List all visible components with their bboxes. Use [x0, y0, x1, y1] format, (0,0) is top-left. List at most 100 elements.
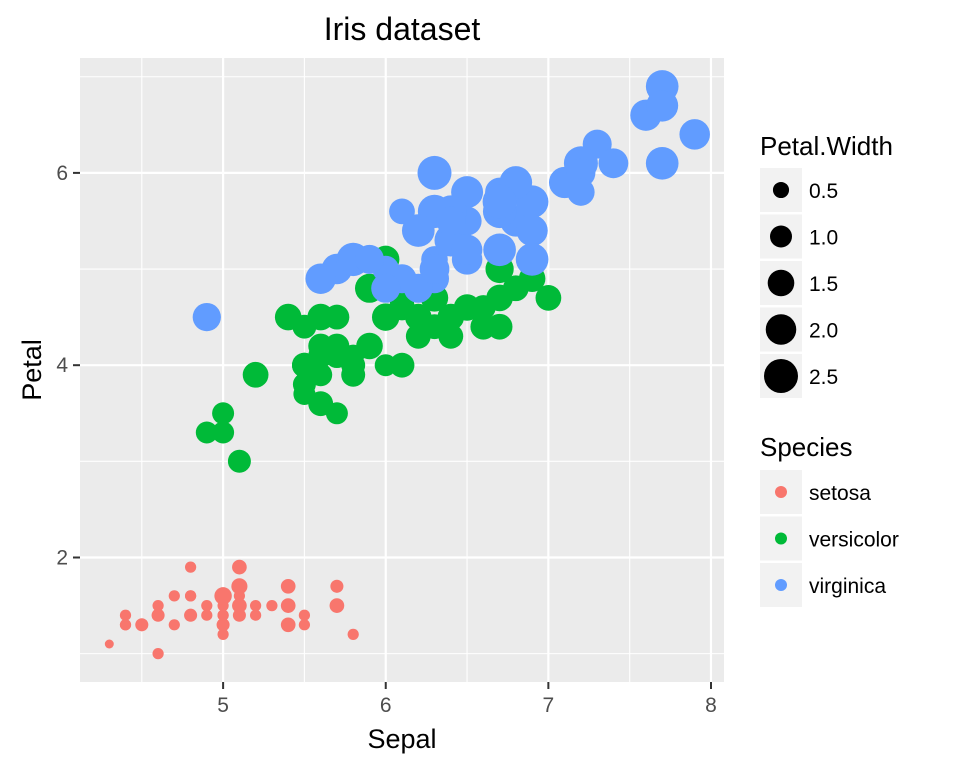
size-legend-label: 0.5: [809, 180, 838, 203]
data-point-virginica: [483, 233, 516, 267]
color-legend: Species setosa versicolor virginica: [760, 432, 899, 607]
size-legend-keys: 0.5 1.0 1.5 2.0 2.5: [760, 168, 838, 398]
data-point-setosa: [280, 617, 296, 633]
data-point-versicolor: [389, 294, 415, 321]
x-tick-label: 8: [705, 694, 717, 717]
data-point-setosa: [119, 619, 132, 631]
data-point-setosa: [184, 561, 197, 573]
data-point-versicolor: [325, 402, 348, 425]
data-point-virginica: [371, 273, 401, 303]
data-point-virginica: [645, 146, 679, 180]
data-point-versicolor: [470, 313, 497, 340]
data-point-setosa: [298, 619, 311, 631]
data-point-setosa: [251, 601, 261, 611]
data-point-virginica: [567, 178, 595, 206]
data-point-setosa: [233, 590, 246, 602]
data-point-versicolor: [195, 421, 218, 444]
data-point-versicolor: [292, 314, 317, 339]
data-point-setosa: [168, 619, 180, 631]
data-point-versicolor: [212, 421, 235, 444]
data-point-setosa: [347, 628, 359, 641]
color-legend-dot: [775, 579, 787, 591]
size-legend-dot: [765, 314, 797, 345]
size-legend-dot: [770, 225, 792, 248]
data-point-setosa: [119, 609, 132, 621]
y-axis: 2 4 6: [56, 162, 80, 569]
size-legend-label: 2.5: [809, 366, 838, 389]
size-legend-dot: [764, 359, 798, 393]
color-legend-dot: [775, 532, 787, 545]
data-point-setosa: [201, 599, 213, 612]
data-point-setosa: [266, 599, 278, 612]
data-point-virginica: [516, 214, 548, 247]
data-point-virginica: [192, 302, 221, 332]
size-legend-dot: [767, 269, 795, 297]
chart-title: Iris dataset: [324, 11, 481, 47]
size-legend-label: 1.5: [809, 273, 838, 296]
data-point-virginica: [566, 158, 596, 188]
data-point-versicolor: [405, 323, 431, 349]
color-legend-label: setosa: [809, 482, 871, 505]
data-point-setosa: [135, 618, 149, 632]
data-point-versicolor: [291, 352, 317, 378]
y-tick-label: 2: [56, 546, 68, 569]
size-legend-label: 2.0: [809, 320, 838, 343]
data-point-setosa: [280, 598, 296, 613]
x-axis-label: Sepal: [367, 724, 436, 754]
x-axis: 5 6 7 8: [217, 682, 717, 717]
color-legend-title: Species: [760, 432, 853, 462]
color-legend-keys: setosa versicolor virginica: [760, 470, 899, 607]
y-axis-label: Petal: [17, 339, 47, 401]
data-point-versicolor: [242, 361, 269, 388]
data-point-virginica: [436, 206, 466, 236]
size-legend: Petal.Width 0.5 1.0 1.5 2.0 2.5: [760, 131, 893, 398]
data-point-setosa: [233, 599, 246, 612]
data-point-virginica: [354, 244, 385, 274]
data-point-versicolor: [535, 285, 562, 311]
data-point-setosa: [168, 590, 180, 602]
data-point-setosa: [202, 610, 212, 620]
data-point-setosa: [152, 647, 164, 660]
data-point-setosa: [282, 580, 294, 592]
data-point-setosa: [216, 618, 230, 632]
data-point-setosa: [217, 628, 229, 641]
data-point-virginica: [401, 214, 435, 247]
data-point-setosa: [184, 608, 198, 622]
data-point-setosa: [232, 559, 247, 575]
color-legend-dot: [775, 486, 787, 498]
data-point-virginica: [417, 155, 452, 190]
data-point-setosa: [104, 639, 114, 649]
data-point-setosa: [184, 590, 197, 602]
data-point-virginica: [646, 90, 678, 121]
x-tick-label: 6: [380, 694, 392, 717]
data-point-setosa: [152, 599, 164, 612]
size-legend-label: 1.0: [809, 227, 838, 250]
data-point-setosa: [330, 579, 344, 593]
data-point-versicolor: [324, 343, 350, 369]
size-legend-title: Petal.Width: [760, 131, 893, 161]
data-point-setosa: [249, 609, 262, 621]
data-point-setosa: [217, 609, 229, 621]
color-legend-label: versicolor: [809, 529, 899, 552]
data-point-versicolor: [212, 402, 235, 425]
data-point-setosa: [298, 609, 311, 621]
color-legend-label: virginica: [809, 575, 886, 598]
data-point-versicolor: [486, 284, 513, 312]
data-point-setosa: [152, 609, 164, 621]
data-point-setosa: [329, 598, 345, 613]
data-point-virginica: [419, 254, 450, 284]
data-point-virginica: [679, 119, 710, 150]
data-point-setosa: [231, 578, 248, 595]
x-tick-label: 5: [217, 694, 229, 717]
data-point-virginica: [515, 243, 549, 276]
x-tick-label: 7: [543, 694, 555, 717]
data-points: [104, 70, 710, 660]
y-tick-label: 4: [56, 354, 68, 377]
data-point-versicolor: [293, 383, 316, 405]
data-point-virginica: [482, 184, 517, 219]
data-point-virginica: [451, 234, 483, 266]
data-point-versicolor: [389, 352, 415, 378]
data-point-virginica: [305, 263, 336, 294]
data-point-versicolor: [227, 449, 251, 473]
